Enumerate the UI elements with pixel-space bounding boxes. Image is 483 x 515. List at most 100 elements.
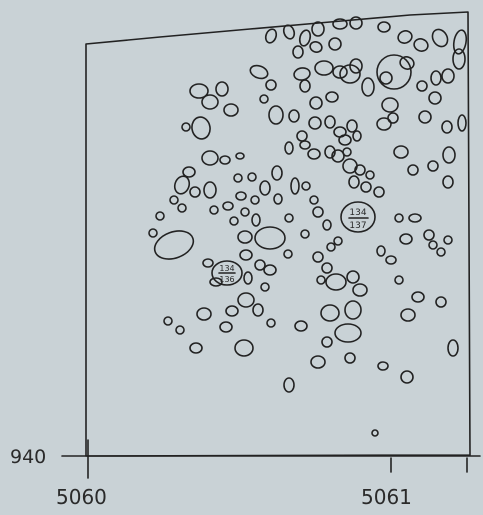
stone-outline	[325, 273, 347, 291]
stone-outline	[283, 249, 293, 259]
stone-outline	[203, 181, 217, 199]
stone-outline	[219, 321, 233, 333]
stone-outline	[376, 117, 392, 131]
stone-outline	[407, 164, 419, 176]
stone-outline	[169, 195, 179, 205]
stone-outline	[264, 28, 278, 44]
stone-outline	[352, 283, 368, 297]
stone-outline	[416, 80, 428, 92]
stone-outline	[348, 175, 360, 189]
stone-outline	[344, 300, 362, 320]
stone-outline	[268, 105, 284, 125]
stone-outline	[191, 116, 211, 140]
trench-outline	[85, 11, 471, 457]
stone-outline	[209, 205, 219, 215]
stone-outline	[399, 56, 415, 70]
stone-outline	[233, 173, 243, 183]
stone-outline	[436, 247, 446, 257]
stone-outline	[360, 181, 372, 193]
stone-outline	[309, 96, 323, 110]
stone-outline	[273, 193, 283, 205]
stone-outline	[447, 339, 459, 357]
stone-outline	[322, 219, 332, 231]
stone-outline	[237, 230, 253, 244]
stone-outline	[235, 152, 245, 160]
stone-outline	[428, 91, 442, 105]
find-label-top: 134	[219, 264, 234, 273]
stone-outline	[442, 175, 454, 189]
stone-outline	[379, 71, 393, 85]
find-label-top: 134	[349, 208, 366, 218]
stone-outline	[314, 60, 334, 76]
stone-outline	[442, 146, 456, 164]
stone-outline	[308, 116, 322, 130]
stone-outline	[381, 97, 399, 113]
stone-outline	[177, 203, 187, 213]
grid-label-x-left: 5060	[56, 485, 107, 509]
stone-outline	[394, 213, 404, 223]
stone-outline	[349, 58, 363, 74]
stone-outline	[342, 147, 352, 157]
stone-outline	[387, 112, 399, 124]
stone-outline	[265, 79, 277, 91]
stone-outline	[189, 83, 209, 99]
stone-outline	[300, 229, 310, 239]
stone-outline	[196, 307, 212, 321]
stone-outline	[259, 180, 271, 196]
stone-outline	[443, 235, 453, 245]
stone-outline	[418, 110, 432, 124]
stone-outline	[299, 140, 311, 150]
find-label-bottom: 137	[349, 221, 366, 231]
stone-outline	[320, 304, 340, 322]
stone-outline	[271, 165, 283, 181]
stone-outline	[352, 130, 362, 142]
stone-outline	[431, 28, 449, 48]
stone-outline	[435, 296, 447, 308]
stone-outline	[189, 342, 203, 354]
stone-outline	[371, 429, 379, 437]
stone-outline	[393, 145, 409, 159]
stone-outline	[254, 226, 286, 250]
stone-outline	[413, 38, 429, 52]
stone-outline	[333, 236, 343, 246]
stone-outline	[182, 166, 196, 178]
stone-outline	[283, 377, 295, 393]
find-label-bottom: 136	[219, 275, 234, 284]
stone-outline	[430, 70, 442, 86]
stone-outline	[252, 303, 264, 317]
stone-outline	[354, 164, 366, 176]
stone-outline	[299, 79, 311, 93]
stone-outline	[309, 41, 323, 53]
stone-outline	[219, 155, 231, 165]
stone-outline	[301, 181, 311, 191]
stone-outline	[377, 21, 391, 33]
stone-outline	[240, 207, 250, 217]
stone-outline	[237, 292, 255, 308]
stone-outline	[361, 77, 375, 97]
stone-outline	[346, 270, 360, 284]
find-marker: 134 136	[211, 260, 243, 286]
stone-group	[148, 16, 468, 437]
stone-outline	[247, 172, 257, 182]
stone-outline	[215, 81, 229, 97]
stone-outline	[377, 361, 389, 371]
stone-outline	[250, 195, 260, 205]
stone-outline	[324, 115, 336, 129]
find-marker: 134 137	[340, 201, 376, 233]
stone-outline	[324, 145, 336, 159]
stone-outline	[397, 30, 413, 44]
stone-outline	[175, 325, 185, 335]
stone-outline	[332, 18, 348, 30]
stone-outline	[400, 308, 416, 322]
stone-outline	[307, 148, 321, 160]
stone-outline	[312, 206, 324, 218]
stone-outline	[328, 37, 342, 51]
grid-label-y: 940	[10, 446, 46, 468]
stone-outline	[201, 94, 219, 110]
stone-outline	[288, 109, 300, 123]
stone-outline	[399, 233, 413, 245]
stone-outline	[321, 262, 333, 274]
stone-outline	[284, 141, 294, 155]
stone-outline	[202, 258, 214, 268]
stone-outline	[376, 54, 412, 90]
